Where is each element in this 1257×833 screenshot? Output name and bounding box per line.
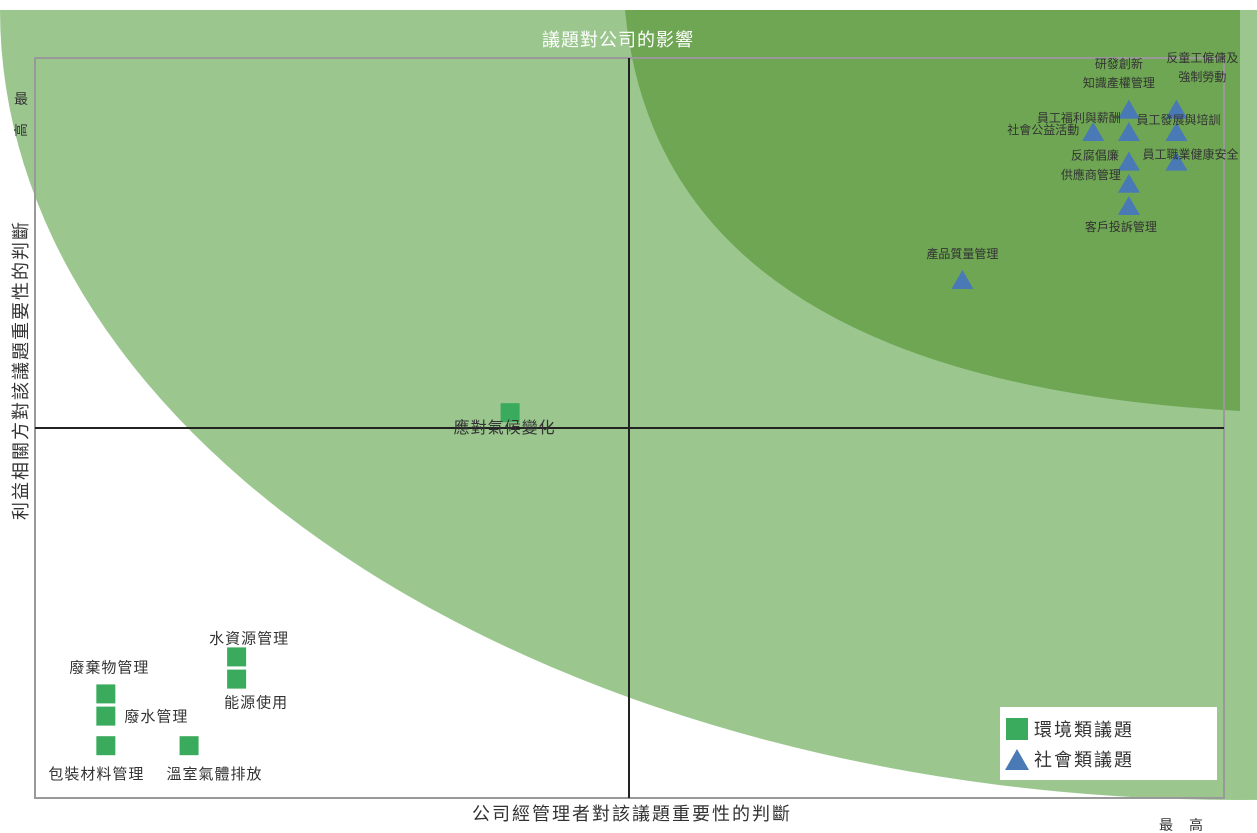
environment-point-marker (227, 669, 247, 689)
environment-point-marker (96, 736, 116, 756)
social-point-label: 知識產權管理 (1083, 75, 1155, 90)
social-point-marker (1165, 151, 1188, 171)
social-point-label: 社會公益活動 (1007, 122, 1079, 137)
x-axis-label: 公司經管理者對該議題重要性的判斷 (472, 804, 792, 825)
social-point-marker (1117, 196, 1140, 215)
environment-point-label: 溫室氣體排放 (167, 765, 263, 783)
social-point-marker (1117, 173, 1140, 193)
environment-point-label: 包裝材料管理 (48, 765, 144, 783)
social-point-label: 反童工僱傭及 (1166, 50, 1238, 65)
y-axis-label: 利益相關方對該議題重要性的判斷 (11, 220, 32, 520)
top-mask (0, 0, 1257, 10)
social-point-label: 供應商管理 (1061, 167, 1121, 182)
social-point-marker (1082, 122, 1105, 141)
environment-point-label: 能源使用 (224, 694, 288, 712)
environment-point-marker (227, 647, 247, 667)
legend-box (1000, 707, 1217, 780)
chart-title: 議題對公司的影響 (542, 30, 694, 51)
social-point-marker (951, 270, 974, 289)
environment-point-label: 水資源管理 (209, 629, 289, 647)
environment-point-label: 廢水管理 (124, 708, 188, 726)
social-point-marker (1117, 99, 1140, 119)
social-point-label: 員工福利與薪酬 (1037, 110, 1121, 125)
legend-environment-swatch (1006, 718, 1028, 740)
x-axis-high-label-2: 高 (1189, 817, 1203, 833)
social-point-marker (1117, 151, 1140, 171)
environment-point-marker (179, 736, 199, 756)
environment-point-marker (500, 403, 520, 423)
social-point-label: 反腐倡廉 (1071, 148, 1119, 163)
environment-point-marker (96, 706, 116, 726)
y-axis-high-label-2: 高 (13, 123, 30, 137)
social-point-label: 強制勞動 (1178, 70, 1226, 84)
social-point-marker (1117, 122, 1140, 141)
social-point-label: 員工職業健康安全 (1142, 147, 1238, 162)
y-axis-high-label-1: 最 (14, 92, 28, 108)
environment-point-label: 廢棄物管理 (69, 658, 149, 676)
social-point-marker (1165, 122, 1188, 141)
inner-priority-region (625, 10, 1240, 411)
legend-social-swatch (1005, 749, 1029, 770)
social-point-label: 研發創新 (1095, 56, 1143, 71)
legend-environment-label: 環境類議題 (1034, 720, 1134, 741)
social-point-label: 產品質量管理 (926, 246, 998, 261)
environment-point-label: 應對氣候變化 (454, 418, 556, 437)
social-point-label: 客戶投訴管理 (1085, 219, 1157, 234)
x-axis-high-label-1: 最 (1159, 818, 1173, 833)
social-point-label: 員工發展與培訓 (1136, 112, 1220, 127)
social-point-marker (1165, 99, 1188, 119)
environment-point-marker (96, 684, 116, 704)
legend-social-label: 社會類議題 (1034, 750, 1134, 771)
